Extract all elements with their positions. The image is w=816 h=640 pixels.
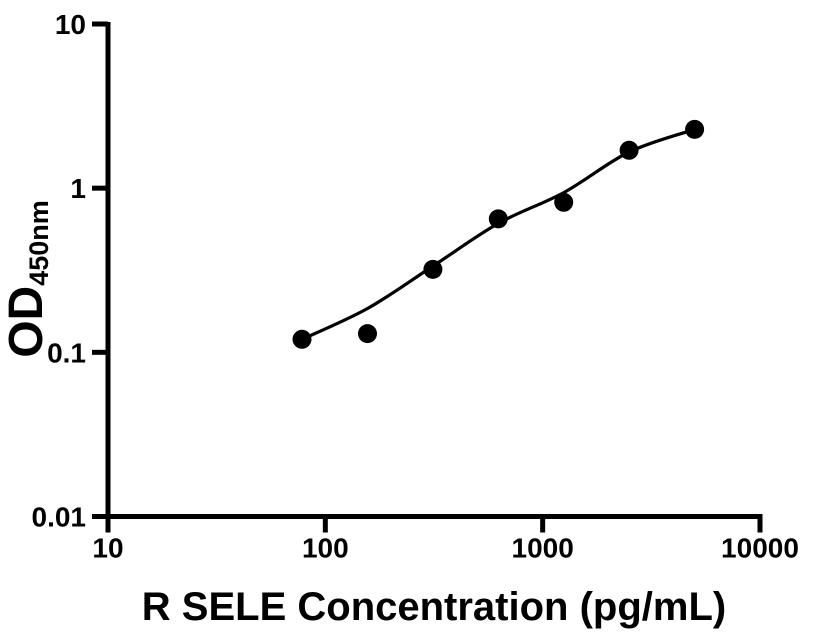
data-point — [488, 209, 508, 229]
x-tick-label: 1000 — [512, 533, 574, 564]
y-tick-label: 1 — [70, 173, 86, 204]
data-point — [554, 192, 574, 212]
data-point — [685, 119, 705, 139]
data-point — [358, 324, 377, 344]
y-tick-label: 10 — [55, 9, 86, 40]
data-layer — [292, 119, 705, 349]
x-axis-title: R SELE Concentration (pg/mL) — [142, 585, 726, 629]
x-tick-label: 10000 — [721, 533, 799, 564]
data-point — [292, 329, 312, 349]
x-tick-label: 10 — [92, 533, 123, 564]
y-tick-label: 0.1 — [47, 337, 86, 368]
fit-curve — [301, 127, 696, 341]
y-tick-label: 0.01 — [32, 502, 87, 533]
x-tick-label: 100 — [302, 533, 349, 564]
data-point — [619, 140, 639, 160]
data-point — [423, 259, 443, 279]
